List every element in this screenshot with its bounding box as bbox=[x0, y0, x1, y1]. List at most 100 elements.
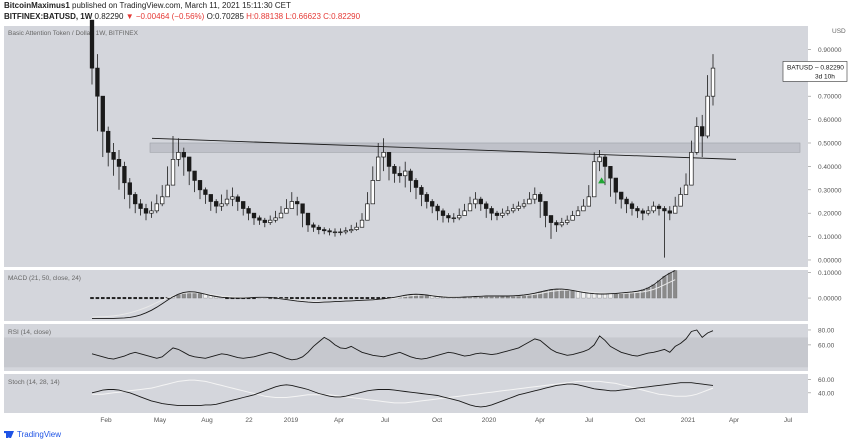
stoch-panel-axis-area bbox=[808, 374, 850, 413]
price-y-tick-label: 0.30000 bbox=[818, 187, 842, 194]
macd-histogram-bar bbox=[252, 297, 256, 300]
stoch-panel-background bbox=[4, 374, 808, 413]
candle-body bbox=[278, 212, 284, 219]
macd-histogram-bar bbox=[133, 297, 137, 300]
macd-histogram-bar bbox=[333, 297, 337, 300]
candle-body bbox=[500, 212, 505, 216]
candle-body bbox=[203, 189, 208, 195]
price-y-tick-label: 0.20000 bbox=[818, 211, 842, 218]
macd-histogram-bar bbox=[640, 289, 645, 299]
candle-body bbox=[316, 226, 321, 230]
candle-body bbox=[516, 205, 521, 209]
candle-body bbox=[602, 156, 608, 167]
time-axis-label: Feb bbox=[100, 417, 112, 424]
price-y-tick-label: 0.40000 bbox=[818, 164, 842, 171]
footer-brand[interactable]: TradingView bbox=[4, 430, 61, 439]
candle-body bbox=[386, 151, 392, 167]
candle-body bbox=[332, 231, 338, 234]
candle-body bbox=[273, 217, 278, 221]
macd-histogram-bar bbox=[381, 297, 386, 300]
candle-body bbox=[511, 208, 516, 212]
chart-header: BitcoinMaximus1 published on TradingView… bbox=[0, 0, 850, 24]
candle-body bbox=[419, 187, 424, 195]
candle-body bbox=[224, 198, 230, 205]
candle-body bbox=[214, 201, 219, 207]
price-y-tick-label: 0.60000 bbox=[818, 117, 842, 124]
time-axis-label: Oct bbox=[635, 417, 645, 424]
macd-histogram-bar bbox=[581, 292, 586, 299]
publish-info: published on TradingView.com, March 11, … bbox=[72, 1, 291, 10]
macd-histogram-bar bbox=[592, 293, 597, 299]
candle-body bbox=[219, 203, 224, 207]
candle-body bbox=[208, 194, 213, 202]
rsi-title: RSI (14, close) bbox=[8, 329, 51, 336]
candle-body bbox=[235, 196, 240, 202]
candle-body bbox=[559, 222, 564, 226]
macd-histogram-bar bbox=[673, 270, 678, 299]
candle-body bbox=[424, 194, 429, 202]
candle-body bbox=[667, 210, 672, 214]
candle-body bbox=[554, 222, 559, 226]
candle-body bbox=[289, 201, 294, 209]
candle-body bbox=[311, 224, 316, 228]
candle-body bbox=[473, 198, 478, 205]
candle-body bbox=[543, 201, 548, 216]
macd-histogram-bar bbox=[322, 297, 326, 300]
macd-histogram-bar bbox=[138, 297, 143, 300]
candle-body bbox=[230, 196, 235, 200]
macd-histogram-bar bbox=[327, 297, 332, 300]
author-name[interactable]: BitcoinMaximus1 bbox=[4, 1, 70, 10]
candle-body bbox=[494, 212, 500, 216]
candle-body bbox=[300, 203, 305, 214]
candle-body bbox=[251, 212, 257, 219]
macd-histogram-bar bbox=[570, 290, 575, 299]
candle-body bbox=[478, 198, 483, 205]
candle-body bbox=[106, 130, 111, 153]
macd-panel-axis-area bbox=[808, 270, 850, 321]
candle-body bbox=[170, 159, 176, 186]
macd-histogram-bar bbox=[90, 297, 94, 300]
macd-histogram-bar bbox=[306, 297, 310, 300]
candle-body bbox=[392, 166, 397, 174]
price-y-tick-label: 0.70000 bbox=[818, 94, 842, 101]
macd-histogram-bar bbox=[95, 297, 100, 300]
time-axis-label: Jul bbox=[381, 417, 390, 424]
candle-body bbox=[575, 210, 581, 216]
macd-histogram-bar bbox=[365, 297, 370, 300]
macd-histogram-bar bbox=[295, 297, 299, 300]
macd-histogram-bar bbox=[284, 297, 289, 300]
candle-body bbox=[192, 170, 197, 181]
macd-histogram-bar bbox=[122, 297, 127, 300]
price-y-tick-label: 0.50000 bbox=[818, 140, 842, 147]
symbol-label[interactable]: BITFINEX:BATUSD, 1W bbox=[4, 12, 93, 21]
macd-histogram-bar bbox=[662, 276, 667, 299]
candle-body bbox=[349, 229, 354, 232]
footer-brand-label: TradingView bbox=[17, 430, 62, 439]
macd-histogram-bar bbox=[608, 293, 613, 299]
candle-body bbox=[694, 126, 699, 153]
candle-body bbox=[403, 170, 408, 177]
candle-body bbox=[592, 161, 597, 198]
candle-body bbox=[705, 95, 710, 137]
macd-line bbox=[92, 270, 676, 319]
macd-histogram-bar bbox=[613, 293, 618, 299]
macd-y-tick-label: 0.00000 bbox=[818, 296, 842, 303]
candle-body bbox=[181, 151, 186, 158]
candle-body bbox=[268, 219, 273, 223]
candle-body bbox=[100, 95, 105, 132]
candle-body bbox=[197, 180, 203, 191]
candle-body bbox=[160, 196, 165, 205]
candle-body bbox=[343, 230, 348, 233]
stoch-y-tick-label: 40.00 bbox=[818, 390, 835, 397]
macd-histogram-bar bbox=[603, 293, 607, 299]
candle-body bbox=[154, 203, 159, 212]
candle-body bbox=[376, 156, 381, 181]
macd-histogram-bar bbox=[597, 293, 602, 299]
candle-body bbox=[662, 208, 667, 212]
candle-body bbox=[532, 194, 537, 200]
candle-body bbox=[521, 203, 527, 207]
macd-histogram-bar bbox=[160, 297, 164, 300]
candle-body bbox=[613, 177, 618, 193]
candle-body bbox=[462, 210, 467, 216]
